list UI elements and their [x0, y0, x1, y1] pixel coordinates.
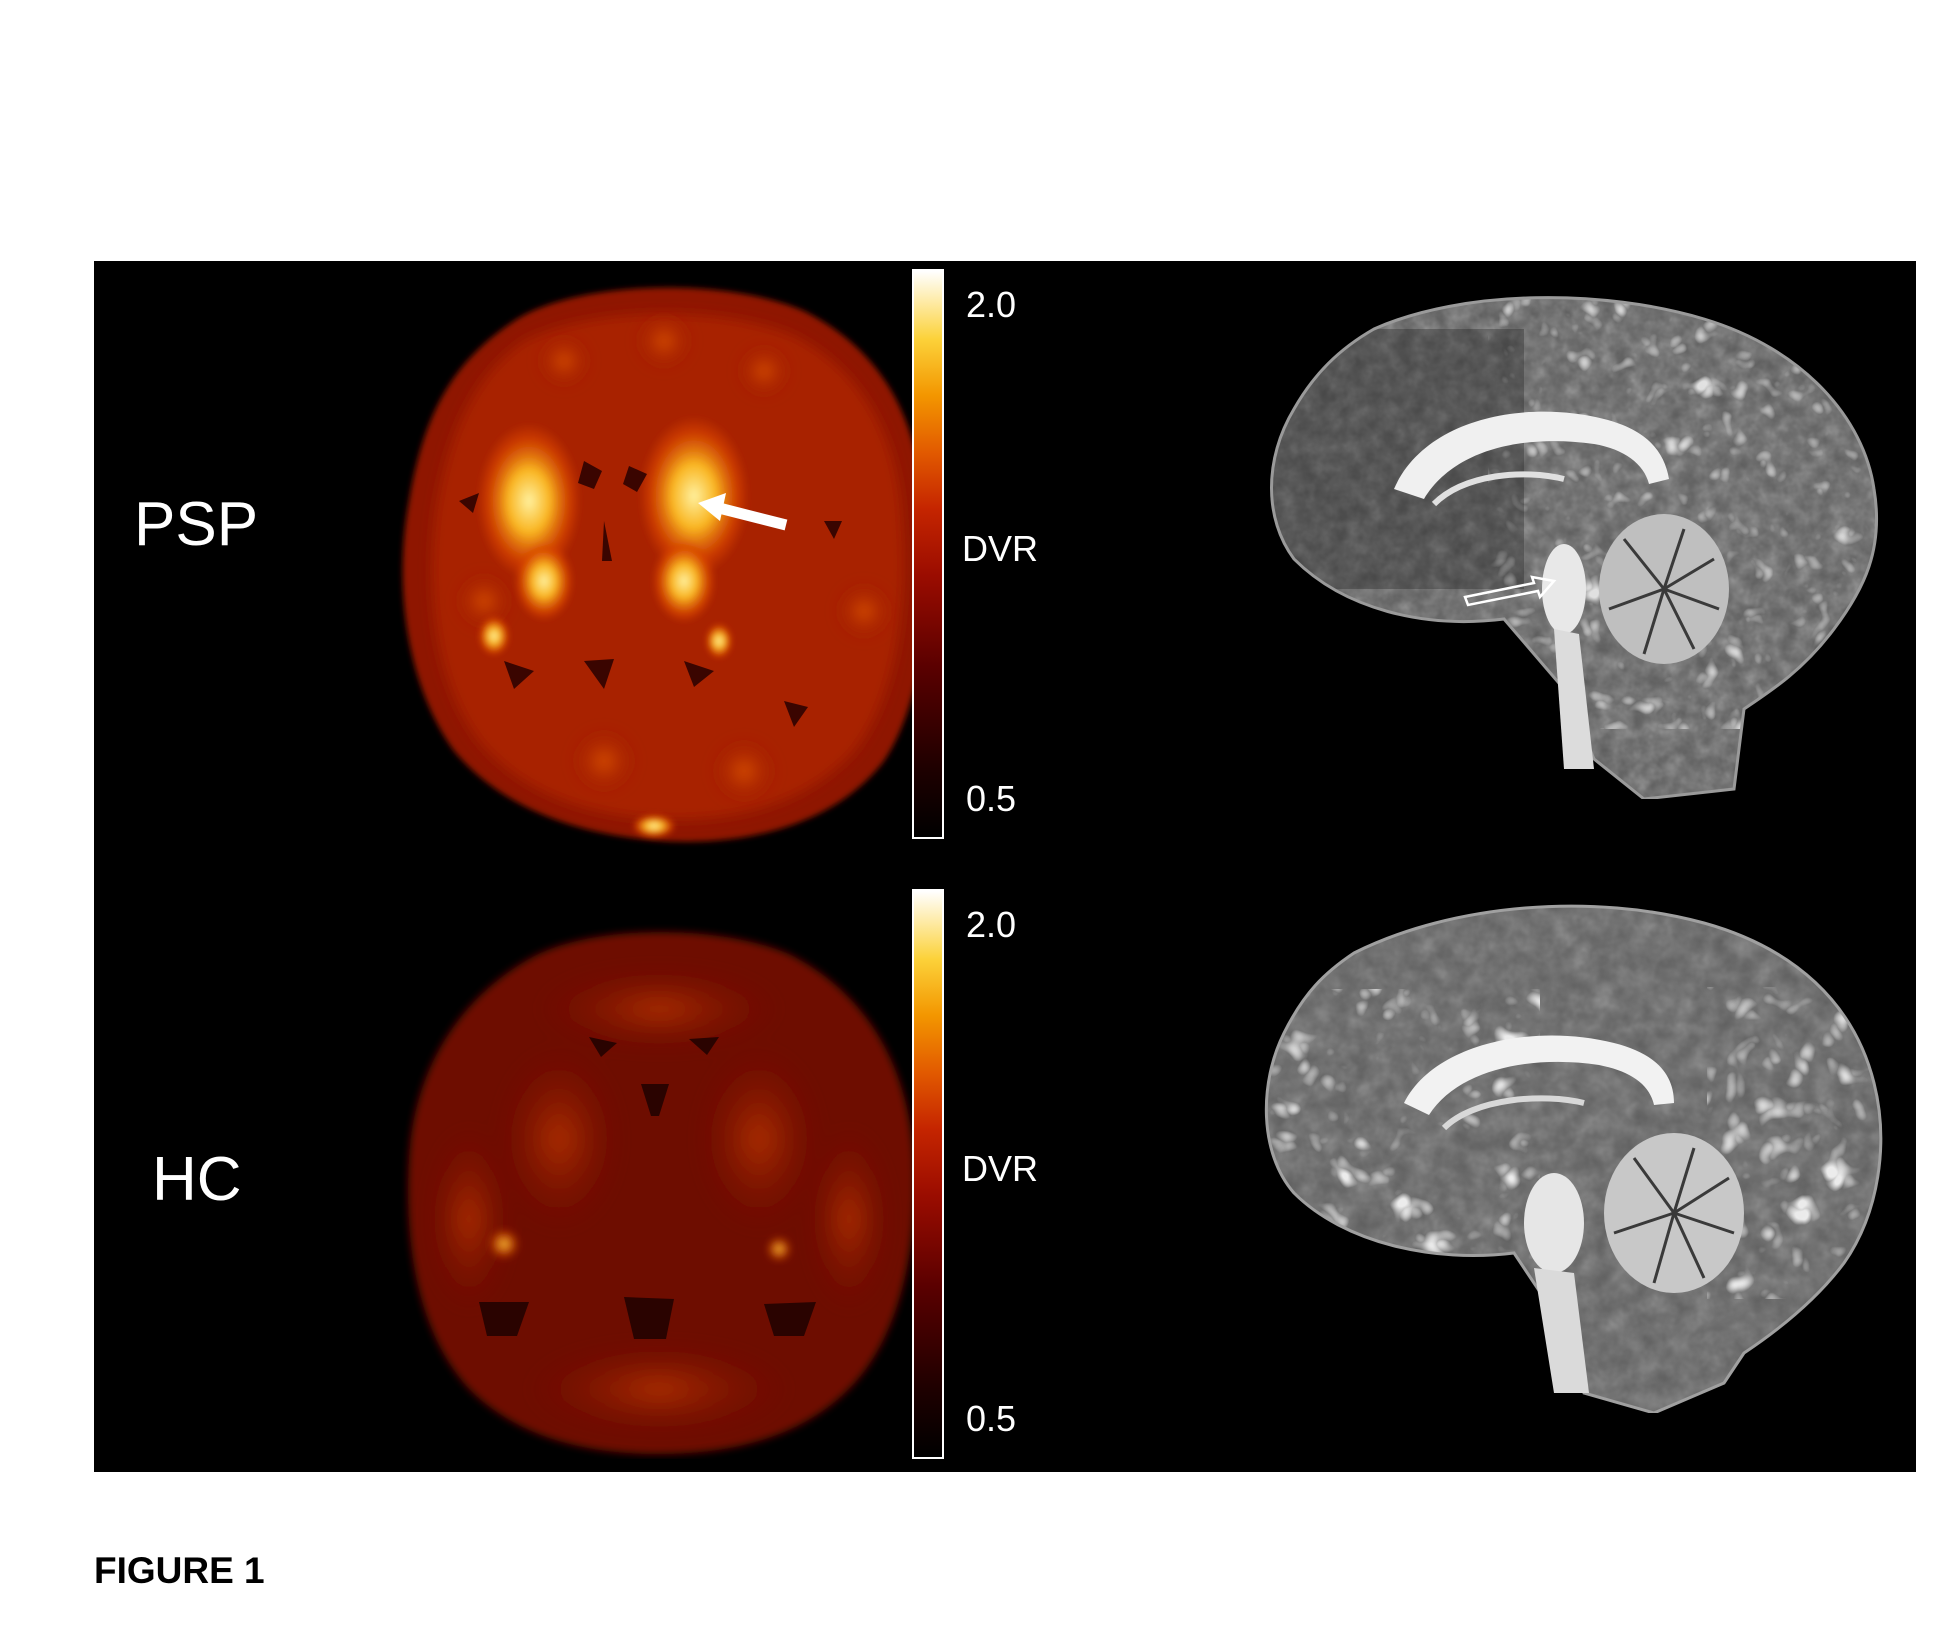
colorbar-hc [912, 889, 944, 1459]
pet-axial-psp [402, 287, 927, 842]
white-arrow-icon [698, 493, 788, 531]
colorbar-hc-mid: DVR [962, 1148, 1039, 1189]
row-label-hc: HC [152, 1145, 242, 1214]
outline-arrow-icon [1463, 575, 1557, 607]
colorbar-psp-max: 2.0 [966, 284, 1017, 325]
pet-axial-hc [408, 932, 915, 1454]
colorbar-psp-min: 0.5 [966, 778, 1017, 819]
row-label-psp: PSP [134, 490, 259, 559]
colorbar-hc-max: 2.0 [966, 904, 1017, 945]
mri-sagittal-psp [1270, 296, 1879, 799]
colorbar-psp-mid: DVR [962, 528, 1039, 569]
mri-sagittal-hc [1264, 904, 1883, 1413]
figure-panel: PSP HC [94, 261, 1916, 1472]
colorbar-hc-min: 0.5 [966, 1398, 1017, 1439]
figure-caption: FIGURE 1 [94, 1550, 265, 1591]
colorbar-psp [912, 269, 944, 839]
